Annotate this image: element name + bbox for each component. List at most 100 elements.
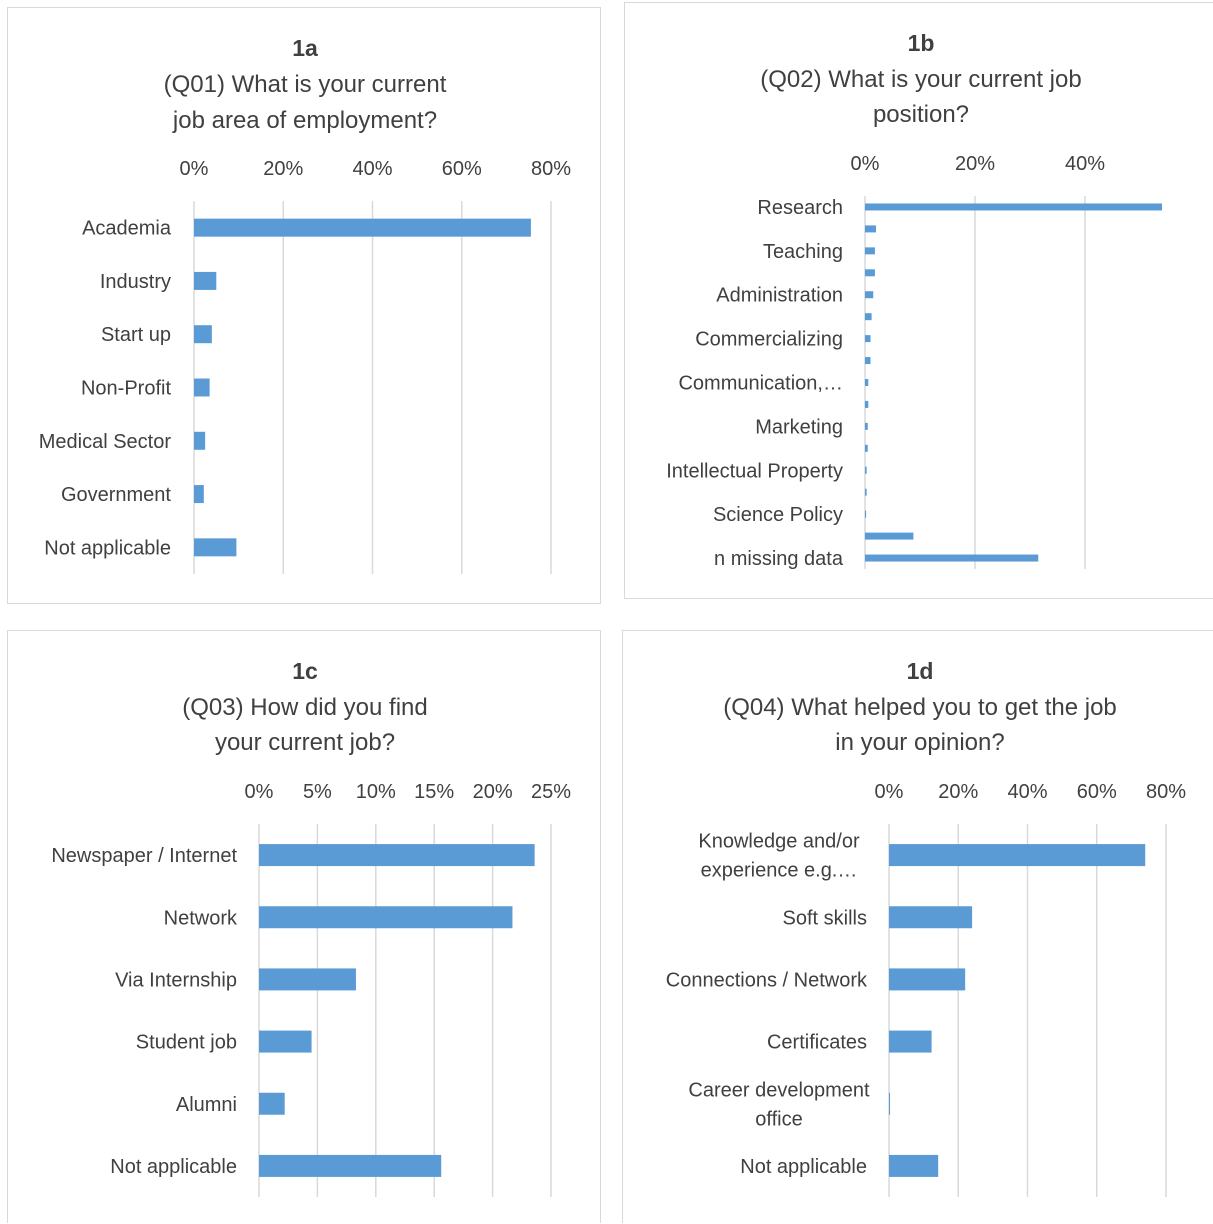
chart-1c-bar — [259, 968, 356, 991]
chart-1b-bar — [865, 313, 872, 321]
chart-1c-category-label: Student job — [136, 1032, 237, 1054]
chart-1a-tick-label: 40% — [352, 158, 392, 180]
chart-1b-bar — [865, 335, 871, 343]
chart-1c-category-label: Newspaper / Internet — [51, 845, 237, 867]
chart-1d-tick-label: 60% — [1077, 781, 1117, 803]
chart-1b-tick-label: 20% — [955, 153, 995, 175]
chart-1b-bar — [865, 532, 914, 540]
chart-1d-bar — [889, 1030, 932, 1053]
chart-1c-tick-label: 15% — [414, 781, 454, 803]
chart-1a-bar — [194, 378, 210, 397]
chart-1a-category-label: Government — [61, 484, 171, 506]
chart-1c-bar — [259, 906, 513, 929]
chart-1c-category-label: Alumni — [176, 1094, 237, 1116]
chart-1b-bar — [865, 203, 1162, 211]
chart-1b-bar — [865, 400, 869, 408]
chart-1c-tick-label: 0% — [245, 781, 274, 803]
chart-1c-tick-label: 25% — [531, 781, 571, 803]
chart-1d-svg: 1d (Q04) What helped you to get the job in… — [666, 658, 1186, 1197]
chart-1c-category-label: Not applicable — [110, 1156, 237, 1178]
chart-1d-title-line: in your opinion? — [835, 729, 1004, 756]
chart-1d-bar — [889, 968, 966, 991]
chart-1b-title-line: (Q02) What is your current job — [760, 66, 1081, 93]
chart-panel-1a: 1a (Q01) What is your current job area of … — [7, 7, 601, 604]
chart-1b-bar — [865, 554, 1039, 562]
chart-1c-title-line: your current job? — [215, 729, 395, 756]
chart-1b-bar — [865, 357, 871, 365]
chart-1a-bar — [194, 271, 217, 290]
chart-1b-bar — [865, 247, 875, 255]
chart-1d-title-number: 1d — [907, 658, 934, 684]
chart-1c-title-line: (Q03) How did you find — [182, 694, 427, 721]
chart-panel-1c: 1c (Q03) How did you find your current job… — [7, 630, 601, 1223]
chart-1d-category-label: Knowledge and/or — [698, 831, 860, 853]
chart-1d-category-label: experience e.g.… — [701, 860, 858, 882]
chart-1b-bar — [865, 466, 867, 474]
chart-1b-tick-label: 40% — [1065, 153, 1105, 175]
chart-1a-category-label: Academia — [82, 218, 172, 240]
chart-1b-category-label: n missing data — [714, 548, 844, 570]
chart-1b-bar — [865, 379, 869, 386]
chart-1a-bar — [194, 538, 237, 557]
chart-1a-tick-label: 0% — [180, 158, 209, 180]
chart-1c-tick-label: 20% — [473, 781, 513, 803]
chart-1b-category-label: Administration — [716, 285, 843, 307]
chart-1b-category-label: Communication,… — [678, 373, 843, 395]
chart-1b-bar — [865, 291, 874, 299]
chart-1a-bar — [194, 485, 204, 504]
chart-1a-category-label: Medical Sector — [39, 431, 172, 453]
chart-1b-tick-label: 0% — [851, 153, 880, 175]
chart-panel-1d: 1d (Q04) What helped you to get the job in… — [622, 630, 1213, 1223]
chart-1c-bar — [259, 1092, 285, 1115]
chart-1d-bar — [889, 844, 1146, 867]
chart-1d-bar — [889, 1092, 891, 1115]
chart-1d-bar — [889, 906, 973, 929]
chart-1b-bar — [865, 269, 875, 277]
chart-1a-tick-label: 20% — [263, 158, 303, 180]
chart-1b-category-label: Marketing — [755, 416, 843, 438]
chart-1b-bar — [865, 444, 868, 452]
chart-1c-tick-label: 5% — [303, 781, 332, 803]
chart-1b-title-number: 1b — [908, 30, 935, 56]
chart-1a-title-line: job area of employment? — [172, 107, 437, 134]
chart-1c-category-label: Network — [164, 907, 238, 929]
chart-1d-category-label: Career development — [688, 1079, 870, 1101]
chart-1a-bar — [194, 325, 212, 344]
chart-1a-category-label: Not applicable — [44, 537, 171, 559]
chart-1b-bar — [865, 510, 867, 518]
chart-1d-category-label: Certificates — [767, 1032, 867, 1054]
chart-1a-category-label: Industry — [100, 271, 171, 293]
chart-1d-category-label: Soft skills — [783, 907, 867, 929]
chart-1a-bar — [194, 431, 206, 450]
chart-1d-title-line: (Q04) What helped you to get the job — [723, 694, 1117, 721]
chart-1d-category-label: Not applicable — [740, 1156, 867, 1178]
chart-1b-category-label: Research — [757, 197, 843, 219]
chart-1c-category-label: Via Internship — [115, 969, 237, 991]
chart-1c-bar — [259, 1154, 442, 1177]
chart-1a-category-label: Non-Profit — [81, 378, 171, 400]
chart-1a-tick-label: 80% — [531, 158, 571, 180]
chart-panel-1b: 1b (Q02) What is your current job position… — [624, 2, 1213, 599]
chart-1b-category-label: Science Policy — [713, 504, 843, 526]
chart-1a-category-label: Start up — [101, 324, 171, 346]
chart-1a-title-number: 1a — [292, 35, 318, 61]
chart-1b-bar — [865, 422, 868, 430]
chart-1b-category-label: Teaching — [763, 241, 843, 263]
chart-1c-title-number: 1c — [292, 658, 318, 684]
chart-1b-svg: 1b (Q02) What is your current job position… — [666, 30, 1162, 570]
chart-1c-bar — [259, 1030, 312, 1053]
chart-1d-category-label: office — [755, 1108, 802, 1130]
chart-1d-tick-label: 80% — [1146, 781, 1186, 803]
chart-1c-svg: 1c (Q03) How did you find your current job… — [51, 658, 571, 1197]
chart-1d-tick-label: 40% — [1007, 781, 1047, 803]
chart-1b-bar — [865, 488, 867, 496]
chart-1a-bar — [194, 218, 531, 237]
chart-1b-bar — [865, 225, 876, 233]
chart-1a-svg: 1a (Q01) What is your current job area of … — [39, 35, 571, 574]
chart-1d-category-label: Connections / Network — [666, 969, 868, 991]
chart-1b-category-label: Intellectual Property — [666, 460, 843, 482]
chart-1b-category-label: Commercializing — [695, 329, 843, 351]
chart-1d-bar — [889, 1154, 939, 1177]
chart-1c-tick-label: 10% — [356, 781, 396, 803]
chart-1a-tick-label: 60% — [442, 158, 482, 180]
